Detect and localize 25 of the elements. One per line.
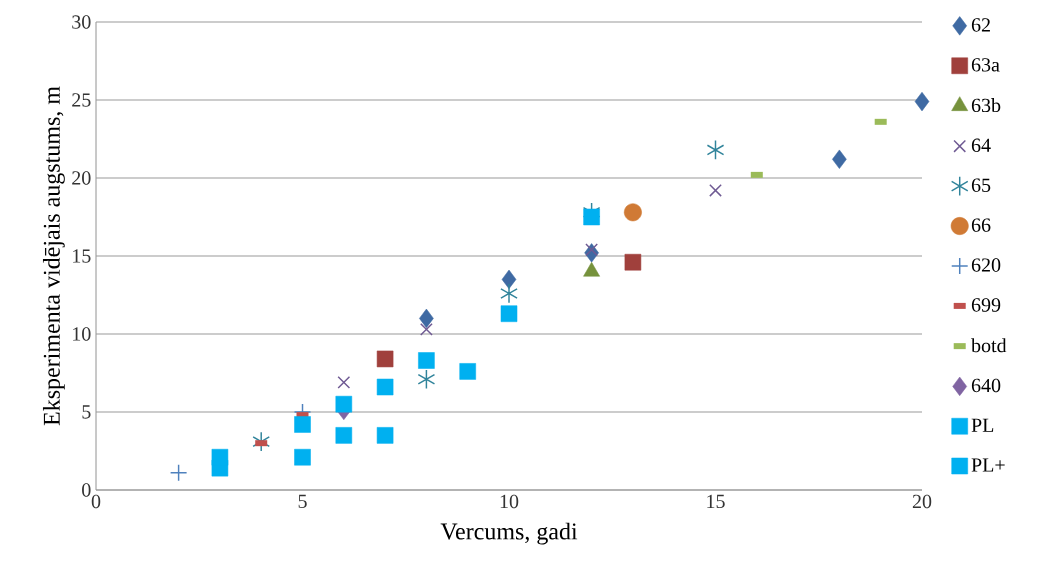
y-tick-label: 20 [72, 171, 91, 185]
legend-label: 699 [971, 298, 1001, 312]
x-axis-title: Vercums, gadi [440, 522, 578, 545]
legend-label: 66 [971, 218, 991, 232]
x-tick-label: 5 [298, 494, 307, 508]
y-tick-label: 5 [82, 405, 91, 419]
legend-label: 65 [971, 178, 991, 192]
y-tick-label: 25 [72, 93, 91, 107]
legend-label: PL [971, 418, 994, 432]
legend-label: 63b [971, 98, 1001, 113]
legend-label: 640 [971, 378, 1001, 393]
legend-label: 64 [971, 138, 991, 153]
y-tick-label: 10 [73, 327, 91, 341]
x-tick-label: 20 [912, 494, 932, 509]
legend-label: 62 [971, 18, 990, 32]
x-tick-label: 15 [707, 494, 725, 509]
legend-label: 63a [971, 58, 1000, 72]
y-tick-label: 30 [72, 15, 91, 29]
y-tick-label: 15 [73, 249, 91, 263]
y-axis-title: Eksperimenta vidējais augstums, m [42, 86, 65, 426]
legend-label: 620 [971, 258, 1001, 272]
legend-label: PL+ [971, 458, 1005, 472]
x-tick-label: 10 [500, 494, 519, 509]
legend-label: botd [971, 338, 1007, 353]
y-tick-label: 0 [82, 483, 91, 497]
